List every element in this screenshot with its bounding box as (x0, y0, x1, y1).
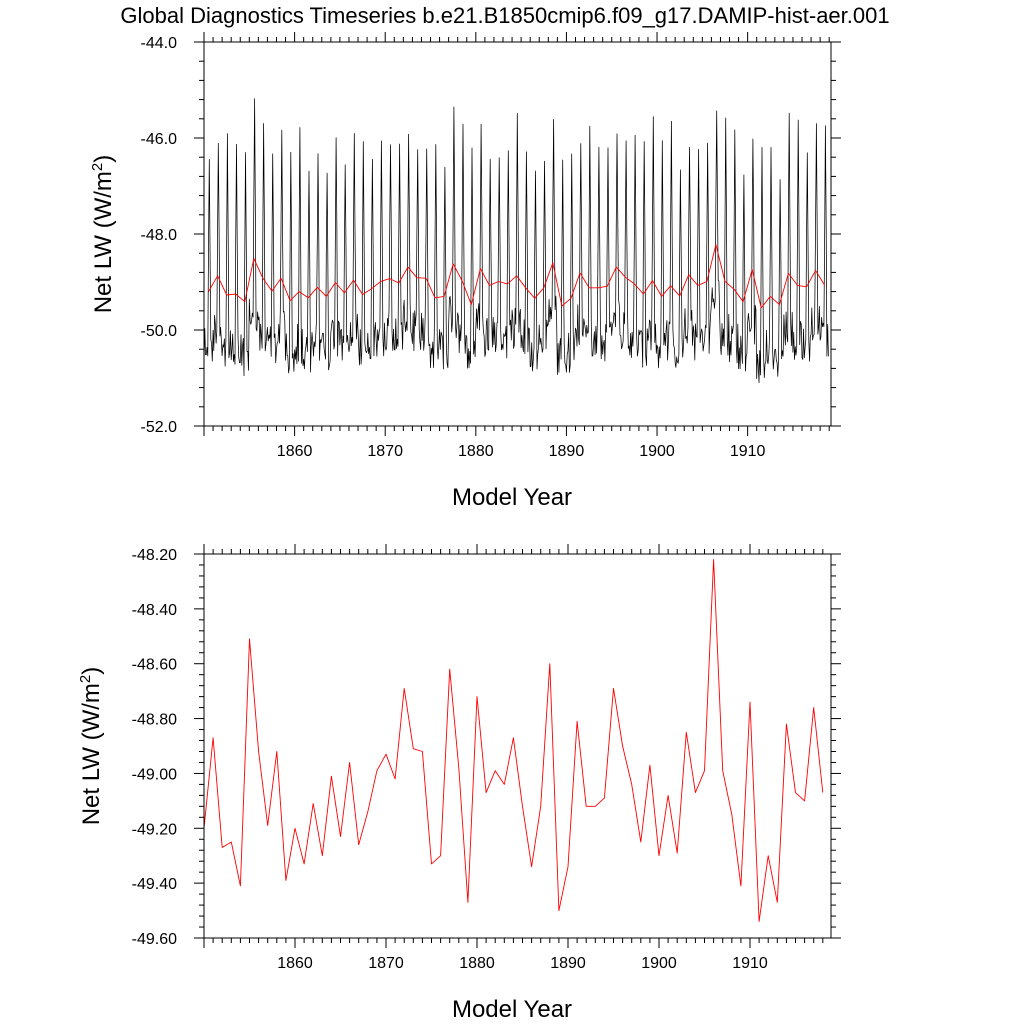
bottom-plot-frame (203, 553, 832, 939)
top-y-tick-label: -48.0 (141, 227, 178, 244)
bottom-tick-layer (194, 544, 841, 948)
top-y-tick-label: -46.0 (141, 131, 178, 148)
top-x-tick-label: 1900 (639, 443, 675, 460)
top-plot-frame (203, 41, 832, 427)
bottom-y-axis-label-close: ) (78, 667, 105, 675)
top-y-tick-label: -52.0 (141, 419, 178, 436)
bottom-x-tick-label: 1880 (459, 955, 495, 972)
bottom-x-tick-label: 1860 (277, 955, 313, 972)
top-y-axis-label-close: ) (90, 155, 117, 163)
top-y-axis-label-superscript: 2 (89, 163, 106, 171)
top-x-tick-label: 1890 (549, 443, 585, 460)
top-x-axis-label: Model Year (452, 484, 572, 511)
top-x-tick-label: 1880 (458, 443, 494, 460)
bottom-x-axis-label: Model Year (452, 996, 572, 1023)
bottom-x-tick-label: 1910 (732, 955, 768, 972)
top-x-tick-label: 1860 (277, 443, 313, 460)
bottom-y-axis-label-main: Net LW (W/m (78, 683, 105, 825)
top-x-tick-label: 1910 (730, 443, 766, 460)
bottom-y-tick-label: -48.40 (132, 602, 177, 619)
bottom-series-annual-red-line (203, 559, 824, 922)
bottom-y-tick-label: -48.20 (132, 547, 177, 564)
bottom-x-tick-label: 1870 (368, 955, 404, 972)
bottom-y-tick-label: -49.40 (132, 876, 177, 893)
top-series-layer (203, 98, 829, 384)
bottom-x-tick-label: 1900 (641, 955, 677, 972)
top-y-tick-label: -50.0 (141, 323, 178, 340)
top-panel: 1860 1870 1880 1890 1900 1910 -52.0 -50.0 -48.0 -… (89, 32, 841, 511)
bottom-y-tick-label: -49.60 (132, 931, 177, 948)
bottom-x-tick-label: 1890 (550, 955, 586, 972)
bottom-series-layer (203, 559, 824, 922)
top-series-annual-red-line (208, 244, 826, 309)
top-x-tick-label: 1870 (367, 443, 403, 460)
top-y-axis-label: Net LW (W/m2) (89, 155, 117, 314)
top-y-tick-label: -44.0 (141, 35, 178, 52)
bottom-y-tick-label: -48.80 (132, 712, 177, 729)
bottom-y-axis-label-superscript: 2 (77, 675, 94, 683)
top-label-layer: 1860 1870 1880 1890 1900 1910 -52.0 -50.0 -48.0 -… (141, 35, 766, 460)
bottom-y-tick-label: -49.20 (132, 821, 177, 838)
bottom-y-tick-label: -48.60 (132, 657, 177, 674)
figure-title: Global Diagnostics Timeseries b.e21.B185… (120, 3, 889, 28)
bottom-panel: 1860 1870 1880 1890 1900 1910 -49.60 -49.40 -49.… (77, 544, 841, 1023)
bottom-y-axis-label: Net LW (W/m2) (77, 667, 105, 826)
top-tick-layer (194, 32, 841, 436)
top-series-monthly-black-line (203, 98, 829, 384)
bottom-y-tick-label: -49.00 (132, 766, 177, 783)
bottom-label-layer: 1860 1870 1880 1890 1900 1910 -49.60 -49.40 -49.… (132, 547, 768, 972)
top-y-axis-label-main: Net LW (W/m (90, 171, 117, 313)
